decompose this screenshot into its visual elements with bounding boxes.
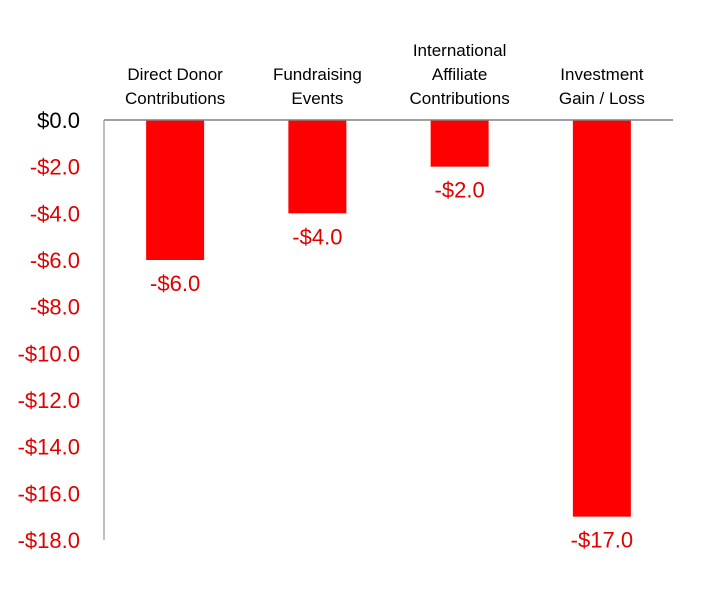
category-label: Investment [560, 65, 643, 84]
data-labels: -$6.0 -$4.0 -$2.0 -$17.0 [150, 178, 633, 553]
y-tick-label: -$14.0 [18, 435, 80, 460]
category-label: Fundraising [273, 65, 362, 84]
bars [146, 120, 631, 517]
category-label: Contributions [410, 89, 510, 108]
y-tick-label: -$4.0 [30, 201, 80, 226]
bar [572, 120, 631, 517]
category-labels: Direct Donor Contributions Fundraising Even… [125, 41, 645, 108]
category-label: Affiliate [432, 65, 487, 84]
data-label: -$17.0 [571, 528, 633, 553]
y-tick-label: $0.0 [37, 108, 80, 133]
y-tick-label: -$16.0 [18, 481, 80, 506]
y-tick-label: -$6.0 [30, 248, 80, 273]
bar [430, 120, 489, 167]
category-label: Direct Donor [127, 65, 223, 84]
data-label: -$6.0 [150, 271, 200, 296]
y-tick-label: -$18.0 [18, 528, 80, 553]
y-tick-labels: $0.0 -$2.0 -$4.0 -$6.0 -$8.0 -$10.0 -$12.0 -$14… [18, 108, 80, 553]
category-label: Contributions [125, 89, 225, 108]
category-label: Events [291, 89, 343, 108]
y-tick-label: -$2.0 [30, 155, 80, 180]
y-tick-label: -$8.0 [30, 295, 80, 320]
data-label: -$4.0 [292, 224, 342, 249]
category-label: International [413, 41, 507, 60]
category-label: Gain / Loss [559, 89, 645, 108]
y-tick-label: -$12.0 [18, 388, 80, 413]
y-tick-label: -$10.0 [18, 341, 80, 366]
bar [288, 120, 347, 214]
data-label: -$2.0 [435, 178, 485, 203]
bar [146, 120, 205, 260]
